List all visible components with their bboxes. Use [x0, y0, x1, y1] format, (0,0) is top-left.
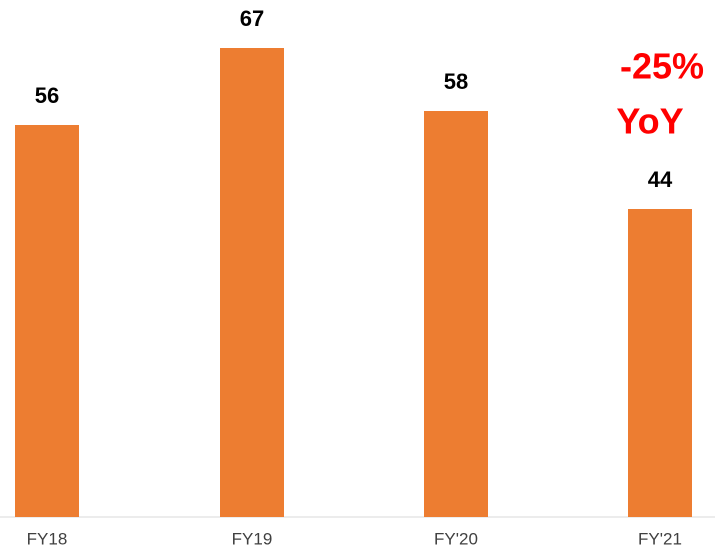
bar: [424, 111, 488, 517]
data-label: 67: [240, 6, 264, 31]
data-label: 58: [444, 69, 468, 94]
annotation: YoY: [616, 101, 683, 142]
x-tick-label: FY'21: [638, 529, 682, 548]
bar: [15, 125, 79, 517]
data-label: 56: [35, 83, 59, 108]
data-label: 44: [648, 167, 673, 192]
bar: [628, 209, 692, 517]
annotation: -25%: [620, 46, 704, 87]
bar: [220, 48, 284, 517]
x-tick-label: FY19: [232, 529, 273, 548]
x-tick-label: FY18: [27, 529, 68, 548]
x-tick-label: FY'20: [434, 529, 478, 548]
